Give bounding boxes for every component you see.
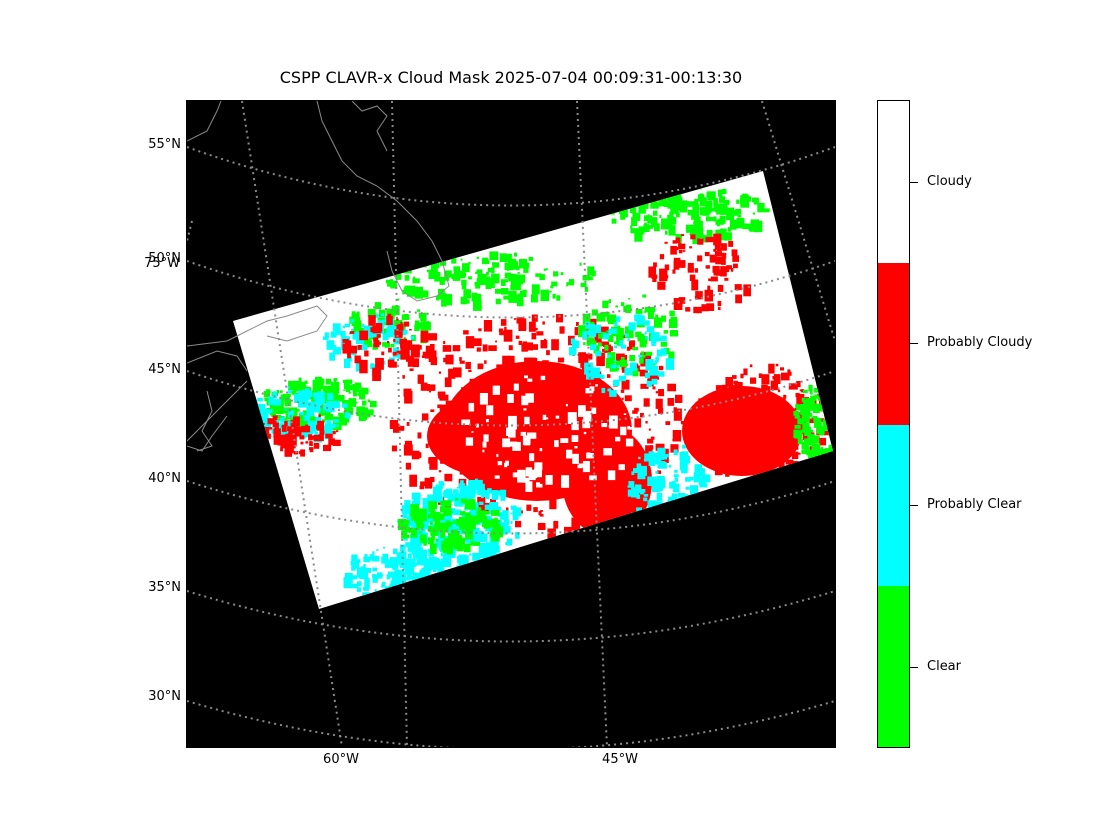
clear-patches-south [397,497,504,555]
latitude-line [187,370,835,427]
coastline-segment [196,390,213,452]
coastline-segment [187,415,228,452]
colorbar-segment-probably-clear [878,425,909,586]
colorbar-tick [910,182,918,183]
coastline-segment [187,101,222,142]
lat-label-45: 45°N [148,362,181,377]
lat-label-55: 55°N [148,137,181,152]
colorbar-label-cloudy: Cloudy [927,174,972,189]
lon-label-75-overlap: 75°W [144,256,180,271]
lat-label-50: 50°N [148,251,181,266]
colorbar-tick [910,505,918,506]
lat-label-30: 30°N [148,689,181,704]
coastline-segment [316,101,450,302]
colorbar [877,100,910,748]
latitude-line [187,146,835,207]
coastline-segment [351,101,388,152]
lat-label-35: 35°N [148,580,181,595]
longitude-line [241,101,343,747]
probably-cloudy-patches-nw [342,313,438,381]
map-title: CSPP CLAVR-x Cloud Mask 2025-07-04 00:09… [279,68,743,87]
cloud-mask-map[interactable] [186,100,836,748]
cloudy-holes [461,375,634,492]
latitude-line [187,480,835,535]
lon-label-45w: 45°W [602,752,638,767]
cloud-mask-swath [233,171,833,609]
coastline [187,101,450,452]
colorbar-tick [910,343,918,344]
colorbar-segment-clear [878,586,909,747]
colorbar-label-probably-clear: Probably Clear [927,497,1022,512]
lon-label-60w: 60°W [323,752,359,767]
colorbar-segment-probably-cloudy [878,263,909,425]
probably-clear-patches-center [569,314,674,397]
coastline-segment [187,305,328,347]
coastline-segment [187,350,248,372]
map-canvas [187,101,835,747]
graticule [187,101,835,747]
latitude-line [187,260,835,319]
colorbar-label-clear: Clear [927,659,961,674]
colorbar-tick [910,667,918,668]
clear-patches-north [385,251,596,311]
colorbar-label-probably-cloudy: Probably Cloudy [927,335,1033,350]
lat-label-40: 40°N [148,471,181,486]
colorbar-segment-cloudy [878,101,909,263]
